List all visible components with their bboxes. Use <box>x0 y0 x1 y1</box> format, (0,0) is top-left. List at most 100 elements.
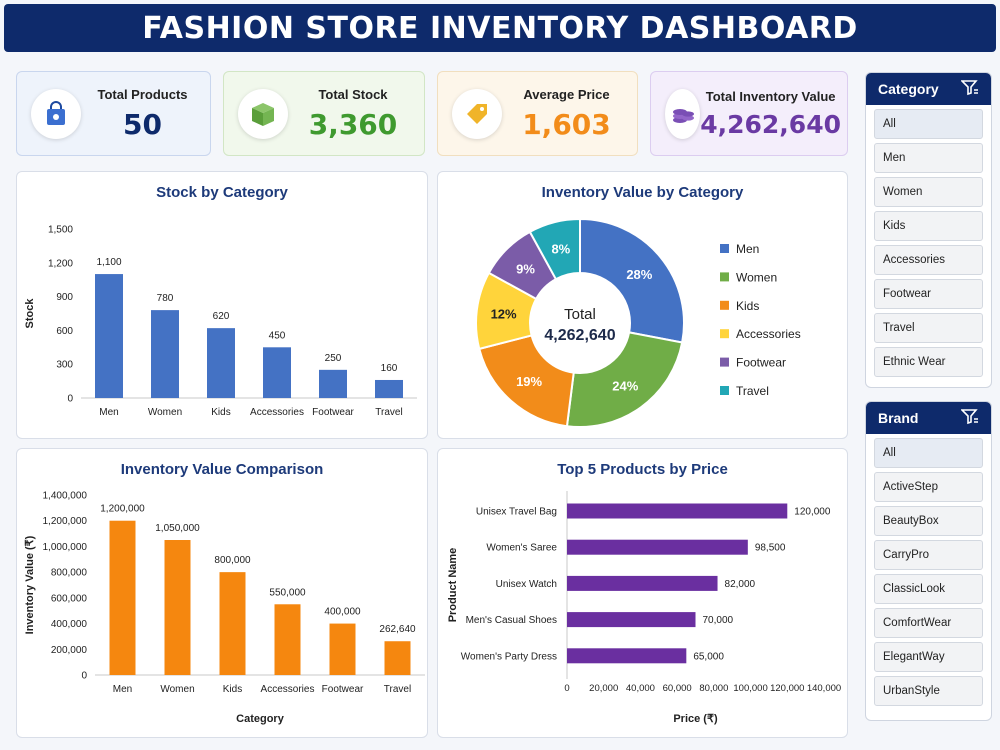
bar <box>319 369 347 398</box>
legend-swatch <box>720 244 729 253</box>
category-slicer-header: Category <box>866 73 991 105</box>
bar <box>263 347 291 398</box>
donut-slice <box>579 217 685 344</box>
y-tick-label: 1,500 <box>48 225 73 236</box>
brand-slicer-item-urbanstyle[interactable]: UrbanStyle <box>874 676 983 706</box>
brand-slicer-item-comfortwear[interactable]: ComfortWear <box>874 608 983 638</box>
legend-swatch <box>720 386 729 395</box>
data-label: 550,000 <box>269 587 306 598</box>
shopping-bag-icon <box>31 88 81 139</box>
box-icon <box>238 88 288 139</box>
y-tick-label: 600 <box>56 326 73 337</box>
x-tick-label: Accessories <box>261 684 315 695</box>
data-label: 450 <box>269 330 286 341</box>
x-tick-label: Travel <box>375 407 402 418</box>
category-slicer-item-kids[interactable]: Kids <box>874 211 983 241</box>
x-tick-label: 40,000 <box>626 683 655 694</box>
bar <box>207 328 235 398</box>
brand-slicer-item-carrypro[interactable]: CarryPro <box>874 540 983 570</box>
data-label: 1,200,000 <box>100 504 145 515</box>
brand-slicer-item-classiclook[interactable]: ClassicLook <box>874 574 983 604</box>
legend-label: Accessories <box>736 327 801 341</box>
y-tick-label: Women's Saree <box>486 543 557 554</box>
y-tick-label: Unisex Travel Bag <box>476 507 557 518</box>
y-tick-label: Women's Party Dress <box>461 651 557 662</box>
filter-icon[interactable] <box>960 408 979 428</box>
kpi-value: 1,603 <box>522 107 611 141</box>
bar <box>567 648 687 664</box>
slice-label: 12% <box>491 306 517 321</box>
y-tick-label: Men's Casual Shoes <box>466 615 557 626</box>
dashboard-header: FASHION STORE INVENTORY DASHBOARD <box>4 4 996 52</box>
inventory-value-donut-chart: 28% 24% 19% 12% 9% 8% Total 4,262,640 Men Women Ki… <box>475 217 801 428</box>
category-slicer-item-all[interactable]: All <box>874 109 983 139</box>
y-tick-label: 900 <box>56 292 73 303</box>
legend-swatch <box>720 300 729 310</box>
x-tick-label: Men <box>99 407 118 418</box>
kpi-label: Total Products <box>97 86 188 102</box>
x-tick-label: Footwear <box>312 407 354 418</box>
x-tick-label: Footwear <box>322 684 364 695</box>
category-slicer-item-women[interactable]: Women <box>874 177 983 207</box>
data-label: 160 <box>381 363 398 374</box>
category-slicer-item-men[interactable]: Men <box>874 143 983 173</box>
x-tick-label: Accessories <box>250 407 304 418</box>
brand-slicer-title: Brand <box>878 410 919 426</box>
donut-center-label: Total <box>564 306 596 323</box>
bar <box>151 310 179 398</box>
slice-label: 9% <box>516 262 535 277</box>
chart-title: Top 5 Products by Price <box>557 461 728 478</box>
y-tick-label: 0 <box>67 394 73 405</box>
x-tick-label: Travel <box>384 684 411 695</box>
brand-slicer-item-beautybox[interactable]: BeautyBox <box>874 506 983 536</box>
kpi-label: Total Stock <box>318 86 388 102</box>
bar <box>375 379 403 398</box>
data-label: 1,100 <box>96 257 121 268</box>
data-label: 98,500 <box>755 543 786 554</box>
y-tick-label: 300 <box>56 360 73 371</box>
data-label: 800,000 <box>214 555 251 566</box>
y-tick-label: 600,000 <box>51 593 88 604</box>
y-tick-label: 1,000,000 <box>43 542 88 553</box>
coins-icon <box>665 88 701 139</box>
y-tick-label: 800,000 <box>51 568 88 579</box>
x-tick-label: Men <box>113 684 132 695</box>
kpi-value: 3,360 <box>308 107 398 141</box>
x-tick-label: Women <box>160 684 194 695</box>
data-label: 400,000 <box>324 607 361 618</box>
bar <box>567 539 748 555</box>
stock-by-category-panel: Stock by Category 0 300 600 900 1,200 1,500 1,… <box>16 171 428 439</box>
category-slicer-item-footwear[interactable]: Footwear <box>874 279 983 309</box>
category-slicer-item-accessories[interactable]: Accessories <box>874 245 983 275</box>
stock-by-category-chart: 0 300 600 900 1,200 1,500 1,100 Men 780 Women 620 K… <box>24 225 417 418</box>
x-tick-label: 140,000 <box>807 683 841 694</box>
x-axis-label: Price (₹) <box>673 713 718 725</box>
legend-label: Women <box>736 270 777 284</box>
chart-title: Stock by Category <box>156 184 288 201</box>
bar <box>567 503 788 519</box>
category-slicer-item-ethnic-wear[interactable]: Ethnic Wear <box>874 347 983 377</box>
y-tick-label: 1,400,000 <box>43 491 88 502</box>
category-slicer-item-travel[interactable]: Travel <box>874 313 983 343</box>
chart-title: Inventory Value by Category <box>541 184 744 201</box>
brand-slicer-item-elegantway[interactable]: ElegantWay <box>874 642 983 672</box>
x-tick-label: 0 <box>564 683 569 694</box>
brand-slicer-header: Brand <box>866 402 991 434</box>
chart-title: Inventory Value Comparison <box>120 461 324 478</box>
legend-swatch <box>720 329 729 339</box>
slice-label: 24% <box>612 378 638 393</box>
y-axis-label: Product Name <box>447 548 459 623</box>
inventory-value-comparison-chart: 0 200,000 400,000 600,000 800,000 1,000,000 1,… <box>24 491 425 725</box>
data-label: 82,000 <box>725 579 756 590</box>
legend-swatch <box>720 357 729 367</box>
brand-slicer-item-activestep[interactable]: ActiveStep <box>874 472 983 502</box>
legend-label: Men <box>736 242 759 256</box>
brand-slicer-item-all[interactable]: All <box>874 438 983 468</box>
bar <box>95 274 123 398</box>
y-tick-label: 1,200,000 <box>43 516 88 527</box>
filter-icon[interactable] <box>960 79 979 99</box>
bar <box>567 612 696 628</box>
y-axis-label: Inventory Value (₹) <box>24 535 36 634</box>
kpi-card-total-products: Total Products 50 <box>16 71 211 156</box>
slice-label: 28% <box>626 267 652 282</box>
